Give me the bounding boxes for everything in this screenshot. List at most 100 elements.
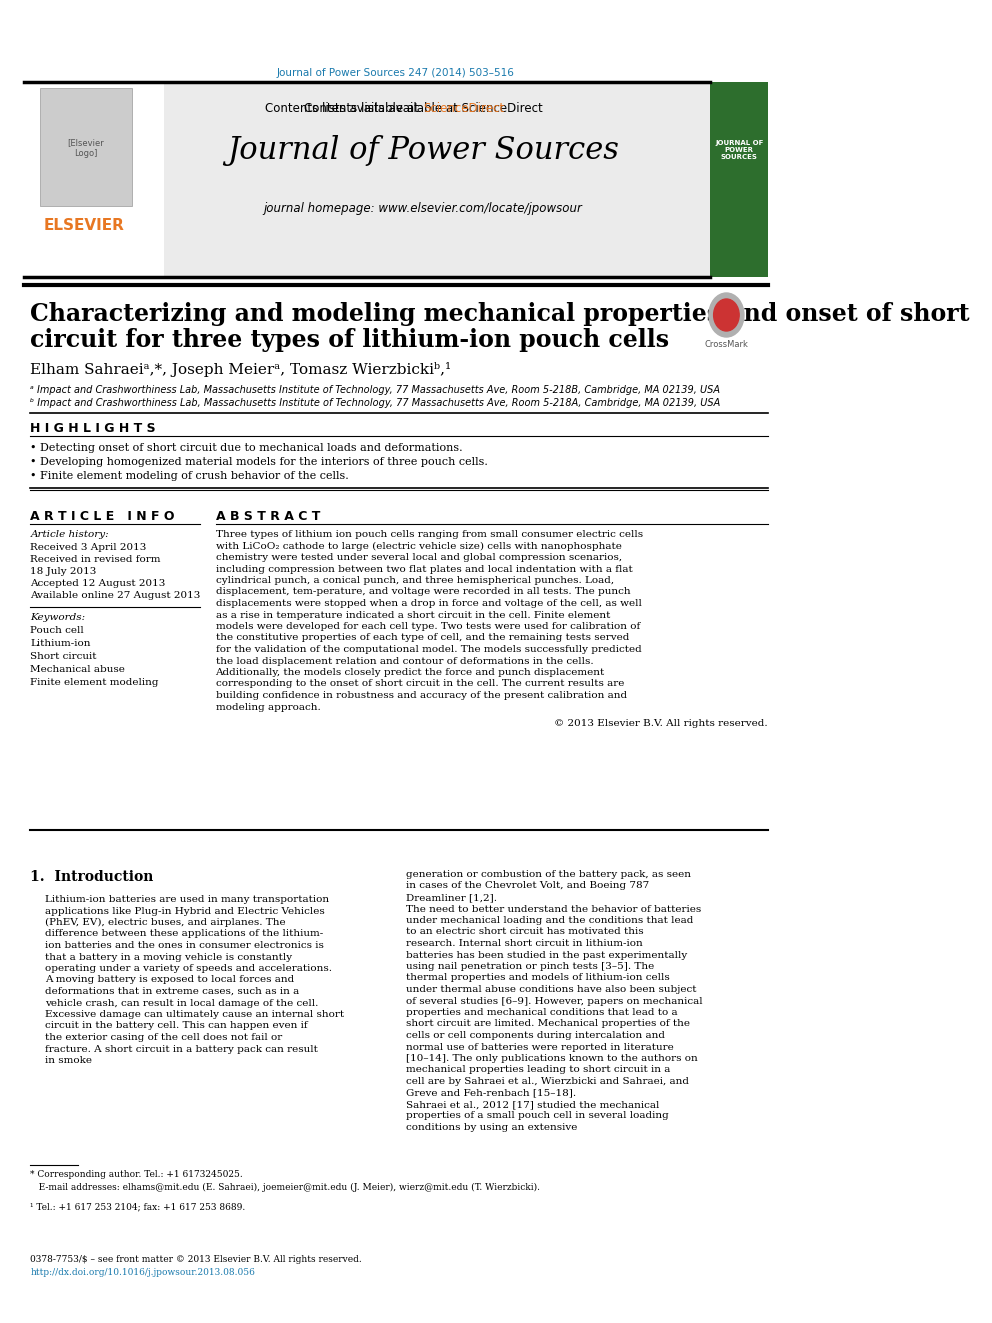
Text: difference between these applications of the lithium-: difference between these applications of… [45,930,323,938]
Text: Greve and Feh-renbach [15–18].: Greve and Feh-renbach [15–18]. [406,1089,575,1098]
Text: research. Internal short circuit in lithium-ion: research. Internal short circuit in lith… [406,939,642,949]
Text: JOURNAL OF
POWER
SOURCES: JOURNAL OF POWER SOURCES [715,140,764,160]
Text: properties of a small pouch cell in several loading: properties of a small pouch cell in seve… [406,1111,669,1121]
Bar [24,82,164,277]
Text: • Detecting onset of short circuit due to mechanical loads and deformations.: • Detecting onset of short circuit due t… [31,443,463,452]
Text: • Finite element modeling of crush behavior of the cells.: • Finite element modeling of crush behav… [31,471,349,482]
Text: © 2013 Elsevier B.V. All rights reserved.: © 2013 Elsevier B.V. All rights reserved… [555,718,768,728]
Text: Journal of Power Sources 247 (2014) 503–516: Journal of Power Sources 247 (2014) 503–… [277,67,515,78]
Text: Lithium-ion: Lithium-ion [31,639,91,648]
Text: A B S T R A C T: A B S T R A C T [215,509,319,523]
Text: A R T I C L E   I N F O: A R T I C L E I N F O [31,509,175,523]
Text: displacements were stopped when a drop in force and voltage of the cell, as well: displacements were stopped when a drop i… [215,599,642,609]
Text: displacement, tem-perature, and voltage were recorded in all tests. The punch: displacement, tem-perature, and voltage … [215,587,630,597]
Text: Contents lists available at ScienceDirect: Contents lists available at ScienceDirec… [304,102,543,115]
Text: • Developing homogenized material models for the interiors of three pouch cells.: • Developing homogenized material models… [31,456,488,467]
Text: to an electric short circuit has motivated this: to an electric short circuit has motivat… [406,927,643,937]
Circle shape [709,292,744,337]
Bar [710,82,768,277]
Text: ᵃ Impact and Crashworthiness Lab, Massachusetts Institute of Technology, 77 Mass: ᵃ Impact and Crashworthiness Lab, Massac… [31,385,720,396]
Text: Finite element modeling: Finite element modeling [31,677,159,687]
Text: [10–14]. The only publications known to the authors on: [10–14]. The only publications known to … [406,1054,697,1062]
Text: ELSEVIER: ELSEVIER [44,218,124,233]
Text: including compression between two flat plates and local indentation with a flat: including compression between two flat p… [215,565,632,573]
Text: 18 July 2013: 18 July 2013 [31,568,96,576]
Text: Accepted 12 August 2013: Accepted 12 August 2013 [31,579,166,587]
Text: mechanical properties leading to short circuit in a: mechanical properties leading to short c… [406,1065,670,1074]
Text: 0378-7753/$ – see front matter © 2013 Elsevier B.V. All rights reserved.: 0378-7753/$ – see front matter © 2013 El… [31,1256,362,1263]
Text: Received 3 April 2013: Received 3 April 2013 [31,542,147,552]
Text: Dreamliner [1,2].: Dreamliner [1,2]. [406,893,497,902]
Text: journal homepage: www.elsevier.com/locate/jpowsour: journal homepage: www.elsevier.com/locat… [264,202,582,216]
Text: corresponding to the onset of short circuit in the cell. The current results are: corresponding to the onset of short circ… [215,680,624,688]
Text: [Elsevier
Logo]: [Elsevier Logo] [67,139,104,157]
Text: of several studies [6–9]. However, papers on mechanical: of several studies [6–9]. However, paper… [406,996,702,1005]
Text: circuit for three types of lithium-ion pouch cells: circuit for three types of lithium-ion p… [31,328,670,352]
Text: properties and mechanical conditions that lead to a: properties and mechanical conditions tha… [406,1008,678,1017]
Text: ᵇ Impact and Crashworthiness Lab, Massachusetts Institute of Technology, 77 Mass: ᵇ Impact and Crashworthiness Lab, Massac… [31,398,720,407]
Text: under mechanical loading and the conditions that lead: under mechanical loading and the conditi… [406,916,692,925]
Text: in cases of the Chevrolet Volt, and Boeing 787: in cases of the Chevrolet Volt, and Boei… [406,881,649,890]
Text: batteries has been studied in the past experimentally: batteries has been studied in the past e… [406,950,686,959]
Text: Sahraei et al., 2012 [17] studied the mechanical: Sahraei et al., 2012 [17] studied the me… [406,1099,659,1109]
Text: CrossMark: CrossMark [704,340,748,349]
Text: Lithium-ion batteries are used in many transportation: Lithium-ion batteries are used in many t… [45,894,328,904]
Text: (PhEV, EV), electric buses, and airplanes. The: (PhEV, EV), electric buses, and airplane… [45,918,286,927]
Text: generation or combustion of the battery pack, as seen: generation or combustion of the battery … [406,871,690,878]
Text: cells or cell components during intercalation and: cells or cell components during intercal… [406,1031,665,1040]
Text: the exterior casing of the cell does not fail or: the exterior casing of the cell does not… [45,1033,282,1043]
Text: applications like Plug-in Hybrid and Electric Vehicles: applications like Plug-in Hybrid and Ele… [45,906,324,916]
Text: for the validation of the computational model. The models successfully predicted: for the validation of the computational … [215,646,641,654]
Text: * Corresponding author. Tel.: +1 6173245025.: * Corresponding author. Tel.: +1 6173245… [31,1170,243,1179]
Text: chemistry were tested under several local and global compression scenarios,: chemistry were tested under several loca… [215,553,622,562]
Text: Pouch cell: Pouch cell [31,626,84,635]
Text: Journal of Power Sources: Journal of Power Sources [227,135,619,165]
Text: the constitutive properties of each type of cell, and the remaining tests served: the constitutive properties of each type… [215,634,629,643]
Text: Elham Sahraeiᵃ,*, Joseph Meierᵃ, Tomasz Wierzbickiᵇ,¹: Elham Sahraeiᵃ,*, Joseph Meierᵃ, Tomasz … [31,363,451,377]
Text: fracture. A short circuit in a battery pack can result: fracture. A short circuit in a battery p… [45,1044,317,1053]
Text: deformations that in extreme cases, such as in a: deformations that in extreme cases, such… [45,987,299,996]
Text: Characterizing and modeling mechanical properties and onset of short: Characterizing and modeling mechanical p… [31,302,970,325]
Text: Article history:: Article history: [31,531,109,538]
Circle shape [713,299,739,331]
Text: Keywords:: Keywords: [31,613,85,622]
Text: http://dx.doi.org/10.1016/j.jpowsour.2013.08.056: http://dx.doi.org/10.1016/j.jpowsour.201… [31,1267,255,1277]
Text: Additionally, the models closely predict the force and punch displacement: Additionally, the models closely predict… [215,668,605,677]
Text: models were developed for each cell type. Two tests were used for calibration of: models were developed for each cell type… [215,622,640,631]
Text: A moving battery is exposed to local forces and: A moving battery is exposed to local for… [45,975,294,984]
Text: operating under a variety of speeds and accelerations.: operating under a variety of speeds and … [45,964,331,972]
Text: Excessive damage can ultimately cause an internal short: Excessive damage can ultimately cause an… [45,1009,344,1019]
Text: ¹ Tel.: +1 617 253 2104; fax: +1 617 253 8689.: ¹ Tel.: +1 617 253 2104; fax: +1 617 253… [31,1203,246,1211]
Bar [40,89,132,206]
Text: with LiCoO₂ cathode to large (electric vehicle size) cells with nanophosphate: with LiCoO₂ cathode to large (electric v… [215,541,621,550]
Text: Three types of lithium ion pouch cells ranging from small consumer electric cell: Three types of lithium ion pouch cells r… [215,531,643,538]
Text: Contents lists available at: Contents lists available at [266,102,423,115]
Text: the load displacement relation and contour of deformations in the cells.: the load displacement relation and conto… [215,656,593,665]
Text: as a rise in temperature indicated a short circuit in the cell. Finite element: as a rise in temperature indicated a sho… [215,610,610,619]
Text: ion batteries and the ones in consumer electronics is: ion batteries and the ones in consumer e… [45,941,323,950]
Text: thermal properties and models of lithium-ion cells: thermal properties and models of lithium… [406,974,670,983]
Text: that a battery in a moving vehicle is constantly: that a battery in a moving vehicle is co… [45,953,292,962]
Text: 1.  Introduction: 1. Introduction [31,871,154,884]
Text: Available online 27 August 2013: Available online 27 August 2013 [31,591,200,601]
Text: building confidence in robustness and accuracy of the present calibration and: building confidence in robustness and ac… [215,691,627,700]
Text: circuit in the battery cell. This can happen even if: circuit in the battery cell. This can ha… [45,1021,308,1031]
Text: modeling approach.: modeling approach. [215,703,320,712]
Text: ScienceDirect: ScienceDirect [423,102,504,115]
Text: H I G H L I G H T S: H I G H L I G H T S [31,422,156,435]
Text: Received in revised form: Received in revised form [31,556,161,564]
Bar [24,82,710,277]
Text: using nail penetration or pinch tests [3–5]. The: using nail penetration or pinch tests [3… [406,962,654,971]
Text: short circuit are limited. Mechanical properties of the: short circuit are limited. Mechanical pr… [406,1020,689,1028]
Text: cylindrical punch, a conical punch, and three hemispherical punches. Load,: cylindrical punch, a conical punch, and … [215,576,614,585]
Text: The need to better understand the behavior of batteries: The need to better understand the behavi… [406,905,700,913]
Text: in smoke: in smoke [45,1056,91,1065]
Text: E-mail addresses: elhams@mit.edu (E. Sahraei), joemeier@mit.edu (J. Meier), wier: E-mail addresses: elhams@mit.edu (E. Sah… [31,1183,541,1192]
Text: normal use of batteries were reported in literature: normal use of batteries were reported in… [406,1043,674,1052]
Text: Mechanical abuse: Mechanical abuse [31,665,125,673]
Text: under thermal abuse conditions have also been subject: under thermal abuse conditions have also… [406,986,696,994]
Text: vehicle crash, can result in local damage of the cell.: vehicle crash, can result in local damag… [45,999,318,1008]
Text: Short circuit: Short circuit [31,652,97,662]
Text: cell are by Sahraei et al., Wierzbicki and Sahraei, and: cell are by Sahraei et al., Wierzbicki a… [406,1077,688,1086]
Text: conditions by using an extensive: conditions by using an extensive [406,1123,577,1132]
